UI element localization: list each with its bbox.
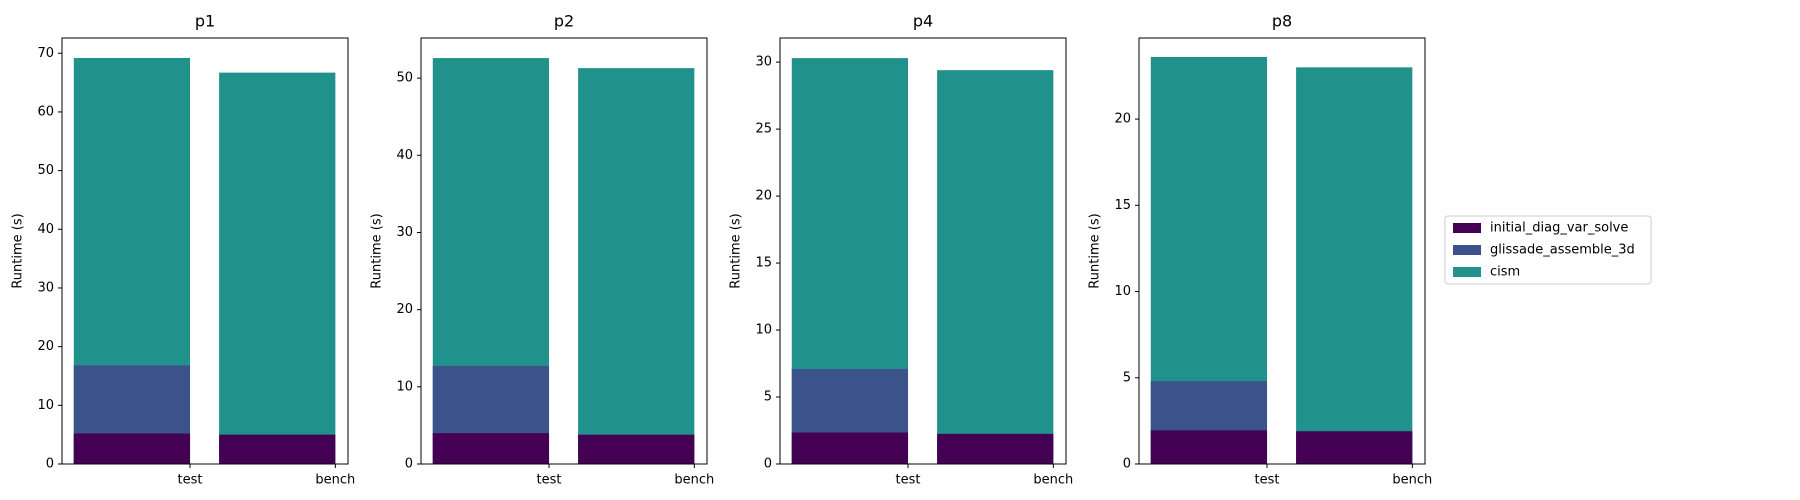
axes-frame (779, 37, 1067, 465)
x-tick-label: bench (1392, 473, 1432, 488)
y-tick-label: 50 (396, 71, 413, 86)
x-tick-label: test (537, 473, 562, 488)
y-tick-label: 70 (37, 46, 54, 61)
y-tick-label: 0 (764, 457, 772, 472)
legend-swatch (1453, 245, 1481, 255)
y-tick-label: 5 (764, 390, 772, 405)
x-tick-label: test (1255, 473, 1280, 488)
y-tick-label: 20 (396, 302, 413, 317)
y-axis-label: Runtime (s) (11, 213, 26, 288)
x-tick-label: bench (674, 473, 714, 488)
bar (73, 433, 191, 464)
y-tick-label: 60 (37, 104, 54, 119)
y-tick-label: 30 (37, 280, 54, 295)
y-tick-label: 40 (37, 222, 54, 237)
y-tick-label: 25 (755, 122, 772, 137)
y-tick-label: 50 (37, 163, 54, 178)
y-tick-label: 10 (396, 379, 413, 394)
subplot: p1 Runtime (s) 0 10 20 30 40 50 60 70 test bench (11, 12, 356, 488)
bar (937, 433, 1054, 464)
subplot-title: p4 (913, 12, 933, 31)
legend-swatch (1453, 267, 1481, 277)
legend: initial_diag_var_solve glissade_assemble_… (1444, 215, 1652, 285)
y-tick-label: 20 (1114, 112, 1131, 127)
legend-label: cism (1490, 265, 1520, 280)
y-axis-label: Runtime (s) (729, 213, 744, 288)
y-tick-label: 15 (755, 256, 772, 271)
axes-frame (1138, 37, 1426, 465)
legend-label: glissade_assemble_3d (1490, 243, 1635, 258)
subplot: p4 Runtime (s) 0 5 10 15 20 25 30 test bench (729, 12, 1074, 488)
axes-frame (420, 37, 708, 465)
bar (1296, 67, 1413, 465)
bar (1150, 430, 1268, 464)
y-tick-label: 0 (1123, 457, 1131, 472)
y-tick-label: 10 (755, 323, 772, 338)
y-axis-label: Runtime (s) (1088, 213, 1103, 288)
legend-label: initial_diag_var_solve (1490, 221, 1628, 236)
legend-frame (1444, 215, 1652, 285)
y-tick-label: 30 (396, 225, 413, 240)
y-tick-label: 10 (1114, 284, 1131, 299)
y-tick-label: 0 (405, 457, 413, 472)
bar (219, 72, 336, 464)
subplot-title: p2 (554, 12, 574, 31)
y-tick-label: 40 (396, 148, 413, 163)
y-tick-label: 20 (755, 189, 772, 204)
subplot: p2 Runtime (s) 0 10 20 30 40 50 test bench (370, 12, 715, 488)
y-tick-label: 30 (755, 55, 772, 70)
bar (578, 68, 695, 464)
bar (937, 70, 1054, 464)
bar (791, 432, 909, 464)
bar (432, 433, 550, 464)
x-tick-label: bench (315, 473, 355, 488)
legend-swatch (1453, 223, 1481, 233)
x-tick-label: bench (1033, 473, 1073, 488)
y-tick-label: 10 (37, 398, 54, 413)
y-axis-label: Runtime (s) (370, 213, 385, 288)
y-tick-label: 20 (37, 339, 54, 354)
bar (578, 434, 695, 464)
subplot-title: p8 (1272, 12, 1292, 31)
x-tick-label: test (178, 473, 203, 488)
y-tick-label: 15 (1114, 198, 1131, 213)
subplot: p8 Runtime (s) 0 5 10 15 20 test bench (1088, 12, 1433, 488)
y-tick-label: 5 (1123, 370, 1131, 385)
axes-frame (61, 37, 349, 465)
x-tick-label: test (896, 473, 921, 488)
subplot-title: p1 (195, 12, 215, 31)
bar (1296, 431, 1413, 464)
y-tick-label: 0 (46, 457, 54, 472)
bar (219, 434, 336, 464)
